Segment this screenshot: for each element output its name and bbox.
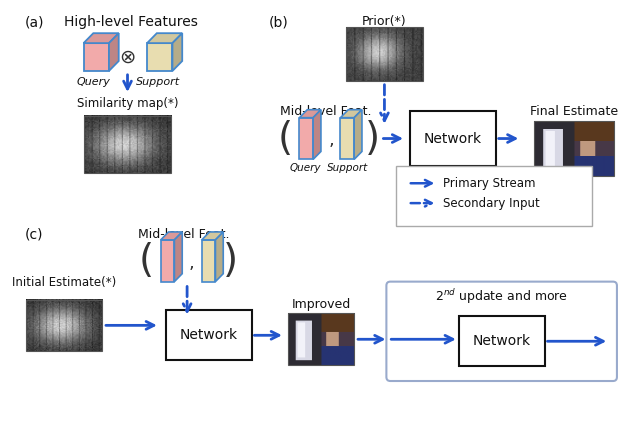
Text: Query: Query bbox=[76, 77, 110, 87]
Polygon shape bbox=[174, 232, 182, 281]
Text: ): ) bbox=[222, 242, 238, 280]
Polygon shape bbox=[341, 110, 362, 118]
Polygon shape bbox=[109, 33, 119, 71]
Polygon shape bbox=[147, 33, 182, 43]
Text: Network: Network bbox=[423, 132, 482, 145]
Polygon shape bbox=[83, 33, 119, 43]
Text: ,: , bbox=[329, 131, 334, 149]
Text: $2^{nd}$ update and more: $2^{nd}$ update and more bbox=[435, 288, 568, 306]
Polygon shape bbox=[216, 232, 223, 281]
Text: Mid-level Feat.: Mid-level Feat. bbox=[280, 105, 372, 118]
Text: (: ( bbox=[277, 120, 293, 157]
Text: Query: Query bbox=[289, 163, 321, 173]
Bar bbox=[288, 314, 354, 365]
Polygon shape bbox=[341, 118, 354, 159]
Bar bbox=[410, 111, 495, 166]
Polygon shape bbox=[202, 240, 216, 281]
Polygon shape bbox=[300, 118, 313, 159]
Polygon shape bbox=[161, 232, 182, 240]
Bar bbox=[459, 316, 545, 366]
Text: Support: Support bbox=[327, 163, 368, 173]
Text: Improved: Improved bbox=[291, 297, 351, 310]
Text: Network: Network bbox=[473, 334, 531, 348]
Text: Primary Stream: Primary Stream bbox=[443, 177, 535, 190]
Bar bbox=[534, 121, 614, 176]
Polygon shape bbox=[313, 110, 321, 159]
Polygon shape bbox=[147, 43, 173, 71]
Text: Prior(*): Prior(*) bbox=[362, 15, 407, 28]
Polygon shape bbox=[173, 33, 182, 71]
Polygon shape bbox=[83, 43, 109, 71]
Text: ): ) bbox=[365, 120, 380, 157]
Text: Similarity map(*): Similarity map(*) bbox=[76, 97, 178, 110]
Text: (a): (a) bbox=[25, 15, 44, 29]
Polygon shape bbox=[161, 240, 174, 281]
Bar bbox=[26, 300, 102, 351]
Text: ,: , bbox=[188, 254, 194, 272]
Text: (b): (b) bbox=[269, 15, 289, 29]
Text: Initial Estimate(*): Initial Estimate(*) bbox=[12, 276, 116, 289]
Text: (: ( bbox=[138, 242, 154, 280]
Text: Secondary Input: Secondary Input bbox=[443, 197, 540, 210]
Polygon shape bbox=[354, 110, 362, 159]
Bar bbox=[166, 310, 252, 360]
Polygon shape bbox=[202, 232, 223, 240]
Bar bbox=[396, 166, 592, 226]
Text: Network: Network bbox=[179, 328, 238, 342]
FancyBboxPatch shape bbox=[386, 281, 617, 381]
Polygon shape bbox=[300, 110, 321, 118]
Text: Final Estimate: Final Estimate bbox=[530, 105, 618, 118]
Text: Mid-level Feat.: Mid-level Feat. bbox=[138, 228, 230, 241]
Text: (c): (c) bbox=[25, 228, 44, 242]
Text: ⊗: ⊗ bbox=[119, 48, 136, 66]
Bar bbox=[346, 27, 423, 81]
Bar bbox=[83, 116, 171, 173]
Text: Support: Support bbox=[136, 77, 180, 87]
Text: High-level Features: High-level Features bbox=[63, 15, 197, 29]
